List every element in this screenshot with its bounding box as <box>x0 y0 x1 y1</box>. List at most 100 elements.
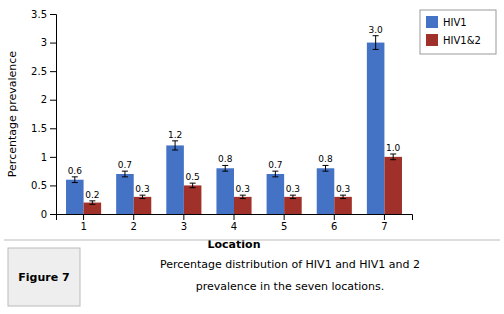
data-label: 0.3 <box>135 184 149 194</box>
tick-mark <box>50 214 56 215</box>
error-cap <box>72 176 78 177</box>
caption-separator <box>4 240 500 241</box>
bar <box>216 168 234 214</box>
tick-mark <box>50 157 56 158</box>
legend-frame <box>420 10 496 54</box>
bar <box>367 43 385 214</box>
x-tick: 7 <box>381 214 387 232</box>
legend-label: HIV1&2 <box>443 35 481 46</box>
x-tick: 6 <box>331 214 337 232</box>
bar <box>84 203 102 214</box>
error-bar <box>190 183 196 188</box>
bar <box>184 185 202 214</box>
tick-mark <box>234 214 235 220</box>
tick-label: 2 <box>41 94 47 105</box>
error-cap <box>222 171 228 172</box>
error-bar <box>272 171 278 177</box>
x-axis: 1 2 3 4 5 6 7 <box>57 214 413 232</box>
data-label: 0.8 <box>218 154 233 164</box>
bar <box>166 145 184 214</box>
error-line <box>292 195 293 198</box>
bar <box>116 174 134 214</box>
tick-mark <box>50 185 56 186</box>
error-cap <box>172 140 178 141</box>
tick-label: 1 <box>80 221 86 232</box>
error-line <box>275 171 276 177</box>
error-bar <box>222 165 228 171</box>
error-line <box>142 195 143 198</box>
y-tick: 0.5 <box>31 180 56 191</box>
error-cap <box>390 154 396 155</box>
data-label: 0.3 <box>236 184 250 194</box>
axis-domain <box>57 215 413 221</box>
legend-item: HIV1 <box>426 16 467 28</box>
chart: 00.511.522.533.51234567LocationPercentag… <box>0 0 504 314</box>
axis-domain <box>50 15 57 215</box>
y-tick: 3 <box>41 37 56 48</box>
y-tick: 2.5 <box>31 66 56 77</box>
error-cap <box>139 198 145 199</box>
tick-label: 0 <box>41 209 47 220</box>
tick-label: 3 <box>181 221 187 232</box>
error-bar <box>290 195 296 198</box>
error-cap <box>89 204 95 205</box>
tick-mark <box>50 71 56 72</box>
y-tick: 3.5 <box>31 9 56 20</box>
error-bar <box>323 165 329 171</box>
tick-label: 2.5 <box>31 66 47 77</box>
data-label: 0.3 <box>286 184 300 194</box>
tick-mark <box>284 214 285 220</box>
data-label: 1.0 <box>386 143 401 153</box>
error-bar <box>139 195 145 198</box>
tick-label: 4 <box>231 221 237 232</box>
y-tick: 2 <box>41 94 56 105</box>
error-cap <box>340 195 346 196</box>
tick-mark <box>83 214 84 220</box>
error-bar <box>390 154 396 160</box>
data-label: 1.2 <box>168 130 182 140</box>
error-cap <box>323 165 329 166</box>
legend-item: HIV1&2 <box>426 34 481 46</box>
error-line <box>325 165 326 171</box>
bar <box>384 157 402 214</box>
tick-label: 1 <box>41 152 47 163</box>
error-line <box>74 177 75 183</box>
data-label: 0.7 <box>268 160 282 170</box>
x-tick: 5 <box>281 214 287 232</box>
x-tick: 3 <box>181 214 187 232</box>
error-cap <box>190 187 196 188</box>
bar <box>234 197 252 214</box>
error-bar <box>89 201 95 204</box>
tick-mark <box>50 128 56 129</box>
series <box>66 36 384 214</box>
error-cap <box>122 171 128 172</box>
error-cap <box>240 198 246 199</box>
tick-label: 3 <box>41 37 47 48</box>
x-tick: 2 <box>131 214 137 232</box>
error-cap <box>89 200 95 201</box>
error-line <box>242 195 243 198</box>
bar <box>66 180 84 214</box>
y-axis-title: Percentage prevalence <box>6 51 19 178</box>
plot: 00.511.522.533.51234567LocationPercentag… <box>6 9 413 251</box>
caption: Figure 7Percentage distribution of HIV1 … <box>8 248 420 306</box>
error-bar <box>340 195 346 198</box>
error-line <box>192 183 193 188</box>
bar <box>134 197 152 214</box>
data-label: 0.5 <box>185 172 199 182</box>
error-bar <box>172 141 178 150</box>
error-cap <box>373 49 379 50</box>
error-bar <box>122 171 128 177</box>
data-label: 0.3 <box>336 184 350 194</box>
error-line <box>375 36 376 50</box>
legend-swatch <box>426 34 438 46</box>
x-tick: 4 <box>231 214 237 232</box>
error-cap <box>240 195 246 196</box>
error-cap <box>290 198 296 199</box>
error-line <box>343 195 344 198</box>
error-cap <box>290 195 296 196</box>
legend-swatch <box>426 16 438 28</box>
tick-mark <box>384 214 385 220</box>
error-cap <box>122 176 128 177</box>
error-bar <box>373 36 379 50</box>
